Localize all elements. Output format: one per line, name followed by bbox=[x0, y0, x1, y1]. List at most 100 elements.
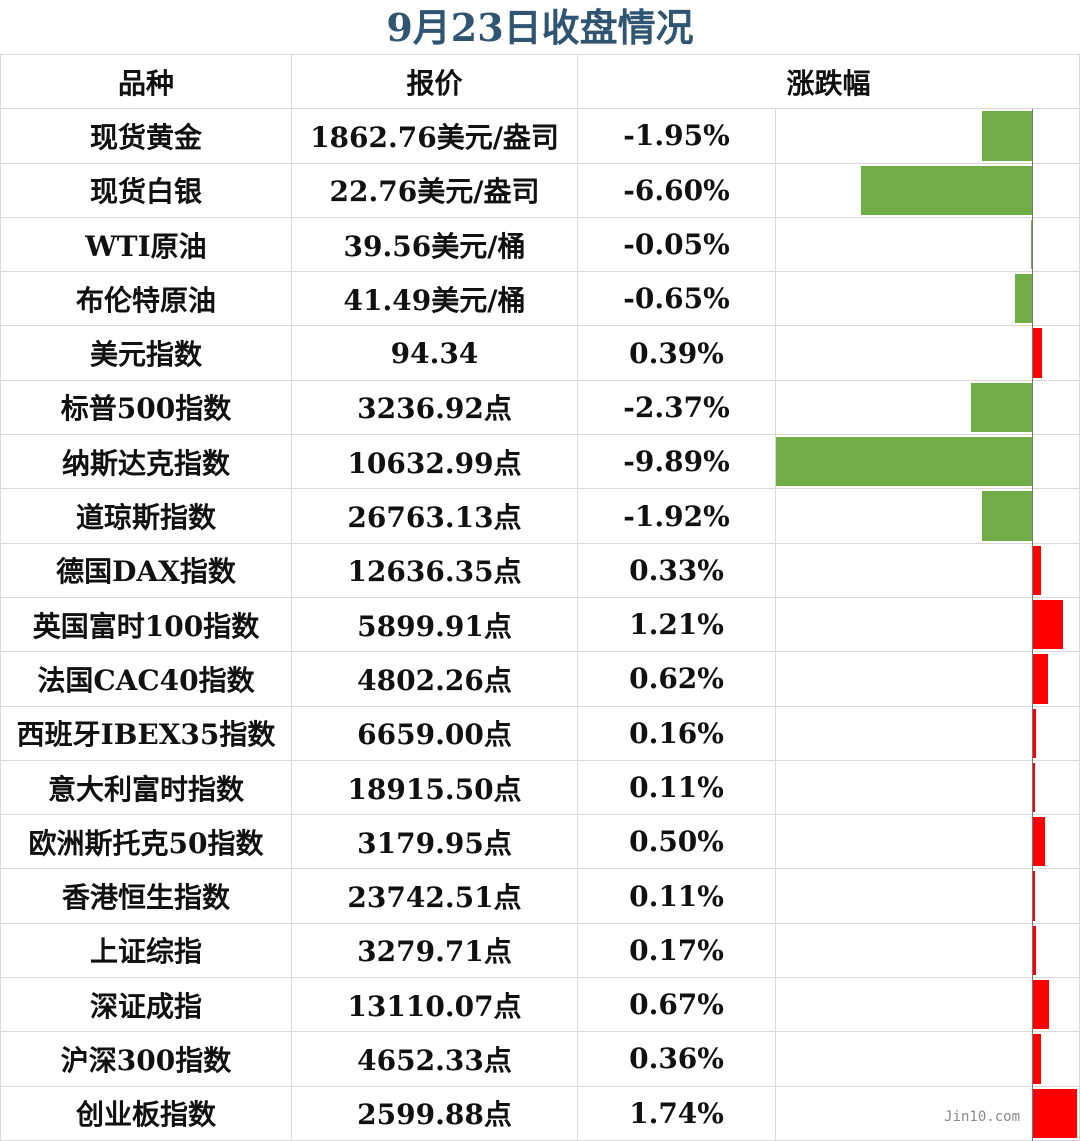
row-bar-cell bbox=[776, 109, 1080, 163]
table-row: 法国CAC40指数 4802.26点 0.62% bbox=[0, 652, 1080, 707]
row-change: 0.62% bbox=[578, 652, 776, 706]
row-name: 欧洲斯托克50指数 bbox=[0, 815, 292, 869]
watermark: Jin10.com bbox=[944, 1109, 1020, 1125]
table-row: WTI原油 39.56美元/桶 -0.05% bbox=[0, 217, 1080, 273]
quote-table: 品种 报价 涨跌幅 现货黄金 1862.76美元/盎司 -1.95% 现货白银 22.7… bbox=[0, 55, 1080, 1141]
bar-positive bbox=[1032, 817, 1045, 867]
row-change: 0.17% bbox=[578, 923, 776, 978]
row-change: 0.39% bbox=[578, 326, 776, 380]
bar-negative bbox=[1015, 274, 1032, 324]
row-bar-cell bbox=[776, 543, 1080, 597]
row-bar-cell bbox=[776, 815, 1080, 869]
table-row: 德国DAX指数 12636.35点 0.33% bbox=[0, 543, 1080, 598]
table-row: 美元指数 94.34 0.39% bbox=[0, 326, 1080, 381]
row-bar-cell bbox=[776, 163, 1080, 217]
row-name: 创业板指数 bbox=[0, 1086, 292, 1140]
row-name: 德国DAX指数 bbox=[0, 543, 292, 597]
row-change: 0.50% bbox=[578, 815, 776, 869]
row-name: 现货白银 bbox=[0, 163, 292, 217]
table-row: 上证综指 3279.71点 0.17% bbox=[0, 923, 1080, 979]
header-name: 品种 bbox=[0, 55, 292, 109]
row-bar-cell bbox=[776, 217, 1080, 272]
row-bar-cell bbox=[776, 923, 1080, 978]
bar-negative bbox=[982, 491, 1032, 541]
row-price: 10632.99点 bbox=[292, 435, 578, 489]
row-bar-cell bbox=[776, 1086, 1080, 1140]
table-row: 纳斯达克指数 10632.99点 -9.89% bbox=[0, 435, 1080, 490]
bar-negative bbox=[1030, 219, 1032, 270]
row-change: -1.95% bbox=[578, 109, 776, 163]
row-change: -0.65% bbox=[578, 272, 776, 326]
bar-positive bbox=[1032, 1034, 1042, 1084]
row-price: 4652.33点 bbox=[292, 1032, 578, 1086]
bar-positive bbox=[1032, 545, 1041, 595]
row-price: 23742.51点 bbox=[292, 869, 578, 923]
row-change: -6.60% bbox=[578, 163, 776, 217]
row-name: 现货黄金 bbox=[0, 109, 292, 163]
row-change: 0.36% bbox=[578, 1032, 776, 1086]
table-header-row: 品种 报价 涨跌幅 bbox=[0, 55, 1080, 110]
header-price: 报价 bbox=[292, 55, 578, 109]
bar-negative bbox=[970, 382, 1032, 433]
table-row: 现货白银 22.76美元/盎司 -6.60% bbox=[0, 163, 1080, 218]
table-row: 道琼斯指数 26763.13点 -1.92% bbox=[0, 489, 1080, 544]
row-bar-cell bbox=[776, 652, 1080, 706]
bar-positive bbox=[1032, 1088, 1078, 1138]
row-bar-cell bbox=[776, 706, 1080, 760]
header-change: 涨跌幅 bbox=[578, 55, 1080, 109]
row-name: WTI原油 bbox=[0, 217, 292, 272]
bar-positive bbox=[1032, 708, 1037, 758]
row-name: 道琼斯指数 bbox=[0, 489, 292, 543]
row-price: 18915.50点 bbox=[292, 760, 578, 815]
page-title: 9月23日收盘情况 bbox=[0, 0, 1080, 55]
row-change: 0.11% bbox=[578, 760, 776, 815]
bar-negative bbox=[776, 437, 1032, 487]
row-price: 2599.88点 bbox=[292, 1086, 578, 1140]
row-bar-cell bbox=[776, 380, 1080, 435]
row-bar-cell bbox=[776, 435, 1080, 489]
row-price: 94.34 bbox=[292, 326, 578, 380]
table-row: 深证成指 13110.07点 0.67% bbox=[0, 978, 1080, 1033]
row-price: 3179.95点 bbox=[292, 815, 578, 869]
row-name: 意大利富时指数 bbox=[0, 760, 292, 815]
bar-negative bbox=[861, 165, 1032, 215]
bar-positive bbox=[1032, 925, 1037, 976]
row-price: 6659.00点 bbox=[292, 706, 578, 760]
row-name: 英国富时100指数 bbox=[0, 597, 292, 652]
row-price: 5899.91点 bbox=[292, 597, 578, 652]
row-price: 41.49美元/桶 bbox=[292, 272, 578, 326]
table-row: 英国富时100指数 5899.91点 1.21% bbox=[0, 597, 1080, 653]
row-price: 13110.07点 bbox=[292, 978, 578, 1032]
row-price: 22.76美元/盎司 bbox=[292, 163, 578, 217]
row-change: -0.05% bbox=[578, 217, 776, 272]
row-change: 1.74% bbox=[578, 1086, 776, 1140]
row-name: 美元指数 bbox=[0, 326, 292, 380]
bar-positive bbox=[1032, 980, 1050, 1030]
table-row: 意大利富时指数 18915.50点 0.11% bbox=[0, 760, 1080, 816]
table-row: 欧洲斯托克50指数 3179.95点 0.50% bbox=[0, 815, 1080, 870]
row-name: 上证综指 bbox=[0, 923, 292, 978]
row-bar-cell bbox=[776, 597, 1080, 652]
table-row: 西班牙IBEX35指数 6659.00点 0.16% bbox=[0, 706, 1080, 761]
table-row: 布伦特原油 41.49美元/桶 -0.65% bbox=[0, 272, 1080, 327]
row-change: -9.89% bbox=[578, 435, 776, 489]
row-bar-cell bbox=[776, 272, 1080, 326]
row-change: 0.11% bbox=[578, 869, 776, 923]
table-body: 现货黄金 1862.76美元/盎司 -1.95% 现货白银 22.76美元/盎司 -6.6… bbox=[0, 109, 1080, 1141]
bar-negative bbox=[981, 111, 1032, 161]
zero-axis-line bbox=[1032, 109, 1033, 1141]
row-price: 1862.76美元/盎司 bbox=[292, 109, 578, 163]
row-price: 4802.26点 bbox=[292, 652, 578, 706]
row-name: 布伦特原油 bbox=[0, 272, 292, 326]
row-change: -2.37% bbox=[578, 380, 776, 435]
bar-positive bbox=[1032, 328, 1043, 378]
row-name: 深证成指 bbox=[0, 978, 292, 1032]
row-change: 0.16% bbox=[578, 706, 776, 760]
table-row: 香港恒生指数 23742.51点 0.11% bbox=[0, 869, 1080, 924]
row-bar-cell bbox=[776, 1032, 1080, 1086]
row-price: 3279.71点 bbox=[292, 923, 578, 978]
table-row: 沪深300指数 4652.33点 0.36% bbox=[0, 1032, 1080, 1087]
bar-positive bbox=[1032, 599, 1064, 650]
row-bar-cell bbox=[776, 326, 1080, 380]
